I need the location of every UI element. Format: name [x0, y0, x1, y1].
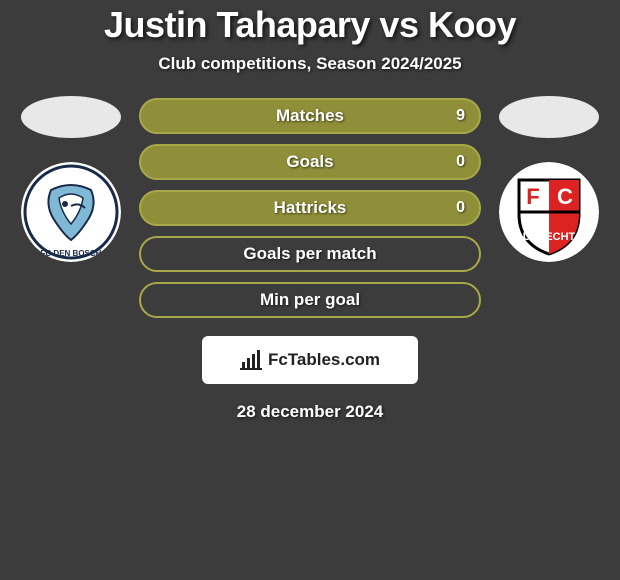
- page-subtitle: Club competitions, Season 2024/2025: [0, 54, 620, 74]
- stat-row: Min per goal: [139, 282, 481, 318]
- stat-row: Goals per match: [139, 236, 481, 272]
- stat-value-right: 0: [456, 153, 465, 171]
- stat-row: Goals 0: [139, 144, 481, 180]
- stat-label: Goals: [286, 152, 333, 172]
- stats-column: Matches 9 Goals 0 Hattricks 0 Goals per match M…: [139, 98, 481, 318]
- page-title: Justin Tahapary vs Kooy: [0, 4, 620, 46]
- fc-den-bosch-icon: FC DEN BOSCH: [21, 162, 121, 262]
- branding-badge[interactable]: FcTables.com: [202, 336, 418, 384]
- stat-row: Hattricks 0: [139, 190, 481, 226]
- stat-value-right: 9: [456, 107, 465, 125]
- stat-label: Min per goal: [260, 290, 360, 310]
- avatar-right: [499, 96, 599, 138]
- stat-label: Goals per match: [243, 244, 376, 264]
- svg-text:F: F: [526, 184, 539, 209]
- branding-text: FcTables.com: [268, 350, 380, 370]
- player-right: F C UTRECHT: [499, 98, 599, 262]
- stat-label: Hattricks: [274, 198, 347, 218]
- svg-text:UTRECHT: UTRECHT: [523, 231, 576, 243]
- stat-label: Matches: [276, 106, 344, 126]
- stat-row: Matches 9: [139, 98, 481, 134]
- main-row: FC DEN BOSCH Matches9Goals0Hattricks0Goa…: [0, 98, 620, 318]
- club-badge-right: F C UTRECHT: [499, 162, 599, 262]
- svg-text:FC DEN BOSCH: FC DEN BOSCH: [41, 249, 102, 258]
- avatar-left: [21, 96, 121, 138]
- bar-chart-icon: [240, 350, 262, 370]
- fc-utrecht-icon: F C UTRECHT: [499, 162, 599, 262]
- comparison-widget: Justin Tahapary vs Kooy Club competition…: [0, 0, 620, 422]
- stat-value-right: 0: [456, 199, 465, 217]
- player-left: FC DEN BOSCH: [21, 98, 121, 262]
- footer-date: 28 december 2024: [0, 402, 620, 422]
- svg-text:C: C: [557, 184, 573, 209]
- club-badge-left: FC DEN BOSCH: [21, 162, 121, 262]
